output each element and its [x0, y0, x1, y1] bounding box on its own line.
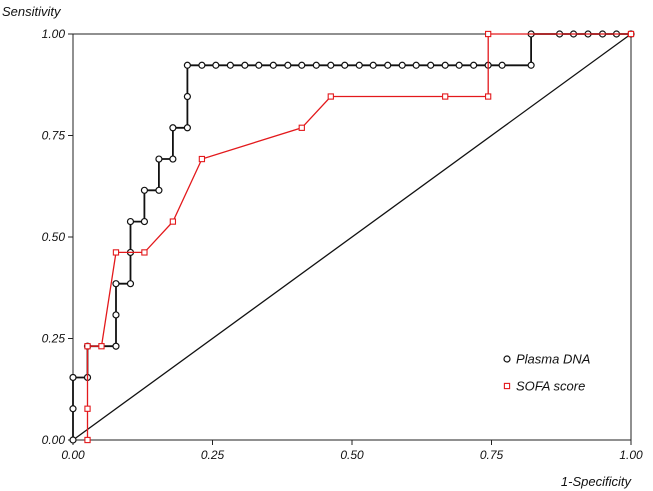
data-point [441, 61, 449, 69]
data-point [355, 61, 363, 69]
x-tick-label: 1.00 [619, 448, 643, 462]
data-point [455, 61, 463, 69]
data-point [327, 93, 334, 100]
y-tick-label: 0.25 [42, 332, 66, 346]
data-point [155, 155, 163, 163]
y-axis-title: Sensitivity [2, 4, 62, 19]
reference-diagonal [72, 33, 632, 441]
data-point [112, 280, 120, 288]
data-point [527, 61, 535, 69]
data-point [140, 186, 149, 194]
legend-marker [503, 355, 511, 363]
data-point [312, 61, 320, 69]
data-point [183, 124, 191, 132]
data-point [427, 61, 435, 69]
data-point [84, 436, 91, 444]
data-point [112, 311, 120, 319]
data-point [112, 342, 120, 350]
data-point [498, 61, 506, 69]
reference-line [72, 33, 632, 441]
data-point [141, 249, 148, 256]
data-point [470, 61, 478, 69]
series-layer [69, 30, 635, 444]
data-point [627, 30, 635, 38]
data-point [183, 92, 191, 101]
data-point [84, 343, 91, 350]
data-point [69, 373, 77, 382]
data-point [341, 61, 349, 69]
data-point [384, 61, 392, 69]
data-point [155, 186, 163, 194]
data-point [241, 61, 249, 69]
data-point [412, 61, 420, 69]
data-point [269, 61, 277, 69]
data-point [84, 405, 91, 412]
data-point [485, 30, 492, 38]
data-point [126, 217, 135, 226]
x-tick-label: 0.00 [61, 448, 85, 462]
y-tick-label: 0.75 [42, 129, 66, 143]
data-point [69, 436, 77, 444]
y-tick-label: 0.00 [42, 433, 66, 447]
data-point [198, 61, 206, 69]
data-point [398, 61, 406, 69]
y-tick-label: 0.50 [42, 230, 66, 244]
data-point [255, 61, 263, 69]
data-point [198, 155, 206, 163]
axes: 0.00 0.25 0.50 0.75 1.00 0.00 0.25 0.50 0.75 1.00 [42, 27, 643, 462]
data-point [442, 93, 449, 100]
x-axis-title: 1-Specificity [561, 474, 633, 489]
data-point [212, 61, 220, 69]
data-point [98, 343, 105, 350]
data-point [69, 405, 77, 413]
legend-marker [503, 382, 511, 390]
data-point [327, 61, 335, 69]
x-tick-label: 0.75 [480, 448, 504, 462]
data-point [112, 249, 120, 256]
data-point [169, 218, 177, 225]
legend-label: Plasma DNA [516, 352, 590, 367]
series-sofa-score [84, 30, 635, 444]
data-point [298, 61, 306, 69]
y-tick-label: 1.00 [42, 27, 66, 41]
data-point [226, 61, 234, 69]
legend: Plasma DNA SOFA score [503, 352, 590, 394]
x-tick-label: 0.50 [340, 448, 364, 462]
data-point [169, 155, 177, 163]
data-point [140, 217, 149, 226]
legend-label: SOFA score [516, 379, 585, 394]
data-point [298, 124, 305, 131]
data-point [126, 280, 135, 288]
x-tick-label: 0.25 [201, 448, 225, 462]
data-point [183, 61, 191, 69]
data-point [369, 61, 377, 69]
data-point [169, 124, 177, 132]
data-point [485, 93, 492, 100]
data-point [284, 61, 292, 69]
